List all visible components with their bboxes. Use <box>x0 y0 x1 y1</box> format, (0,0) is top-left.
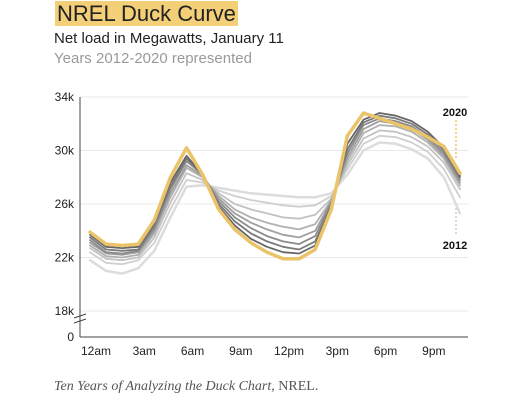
end-label-2012: 2012 <box>443 240 467 252</box>
x-tick-label: 3pm <box>326 344 349 358</box>
chart-title: NREL Duck Curve <box>52 1 241 27</box>
caption-source: NREL. <box>278 379 319 394</box>
series-line-2015 <box>89 124 461 259</box>
x-tick-label: 9pm <box>422 344 445 358</box>
chart-note: Years 2012-2020 represented <box>54 50 252 67</box>
caption-title: Ten Years of Analyzing the Duck Chart, <box>54 379 275 394</box>
y-tick-label: 30k <box>55 144 75 158</box>
y-tick-label: 0 <box>67 330 74 344</box>
x-tick-label: 9am <box>229 344 252 358</box>
chart-caption: Ten Years of Analyzing the Duck Chart, N… <box>54 379 318 395</box>
x-tick-label: 6am <box>181 344 204 358</box>
x-tick-label: 3am <box>133 344 156 358</box>
series-line-2014 <box>89 129 461 262</box>
y-tick-label: 26k <box>55 197 75 211</box>
axis-break-mark <box>73 313 87 324</box>
series-line-2013 <box>89 134 461 266</box>
chart-title-text: NREL Duck Curve <box>55 1 238 26</box>
y-tick-label: 34k <box>55 90 75 104</box>
series-line-2017 <box>89 117 461 255</box>
chart-subtitle: Net load in Megawatts, January 11 <box>54 30 284 47</box>
y-tick-label: 18k <box>55 304 75 318</box>
x-tick-label: 12am <box>81 344 111 358</box>
series-line-2012 <box>88 141 462 275</box>
y-tick-label: 22k <box>55 251 75 265</box>
series-line-2020 <box>88 111 462 261</box>
end-label-2020: 2020 <box>443 107 467 119</box>
x-tick-label: 12pm <box>274 344 304 358</box>
series-line-2018 <box>89 114 461 252</box>
x-tick-label: 6pm <box>374 344 397 358</box>
